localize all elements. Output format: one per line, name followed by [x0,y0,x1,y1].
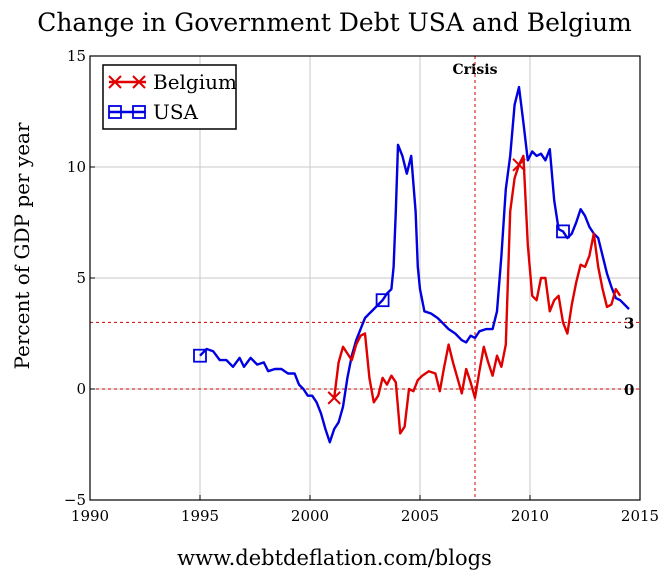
series-marker-belgium [512,158,526,172]
legend-marker-belgium [132,75,146,89]
chart-footer: www.debtdeflation.com/blogs [177,546,492,570]
series-layer [193,85,630,444]
x-tick-label: 2005 [401,507,439,525]
legend-marker-belgium [108,75,122,89]
legend-marker-usa [132,105,146,119]
legend-label-usa: USA [153,100,199,124]
reference-label-3: 3 [624,314,634,332]
series-belgium [327,154,622,435]
x-tick-label: 1990 [71,507,109,525]
series-usa [193,85,630,444]
crisis-label: Crisis [453,62,498,78]
chart-title: Change in Government Debt USA and Belgiu… [37,8,632,37]
legend-box [102,64,237,130]
series-marker-usa [556,224,570,239]
y-tick-label: 5 [76,269,86,287]
legend-item-usa: USA [108,100,199,124]
series-marker-usa [193,348,207,363]
series-line-usa [199,85,630,444]
legend-label-belgium: Belgium [153,70,237,94]
reference-label-0: 0 [624,381,634,399]
axis-ticks: 1990 1995 2000 2005 2010 2015 −5 0 5 10 15 [64,47,659,525]
series-marker-usa [375,293,390,308]
reference-lines: Crisis 3 0 [90,56,640,500]
legend-marker-usa [108,105,122,119]
legend: Belgium USA [102,64,237,130]
y-tick-label: −5 [64,491,86,509]
series-line-belgium [333,154,622,435]
x-tick-label: 1995 [181,507,219,525]
y-tick-label: 10 [67,158,86,176]
y-tick-label: 0 [76,380,86,398]
x-tick-label: 2010 [511,507,549,525]
x-tick-label: 2015 [621,507,659,525]
y-tick-label: 15 [67,47,86,65]
series-marker-belgium [327,391,341,405]
x-tick-label: 2000 [291,507,329,525]
legend-item-belgium: Belgium [108,70,237,94]
